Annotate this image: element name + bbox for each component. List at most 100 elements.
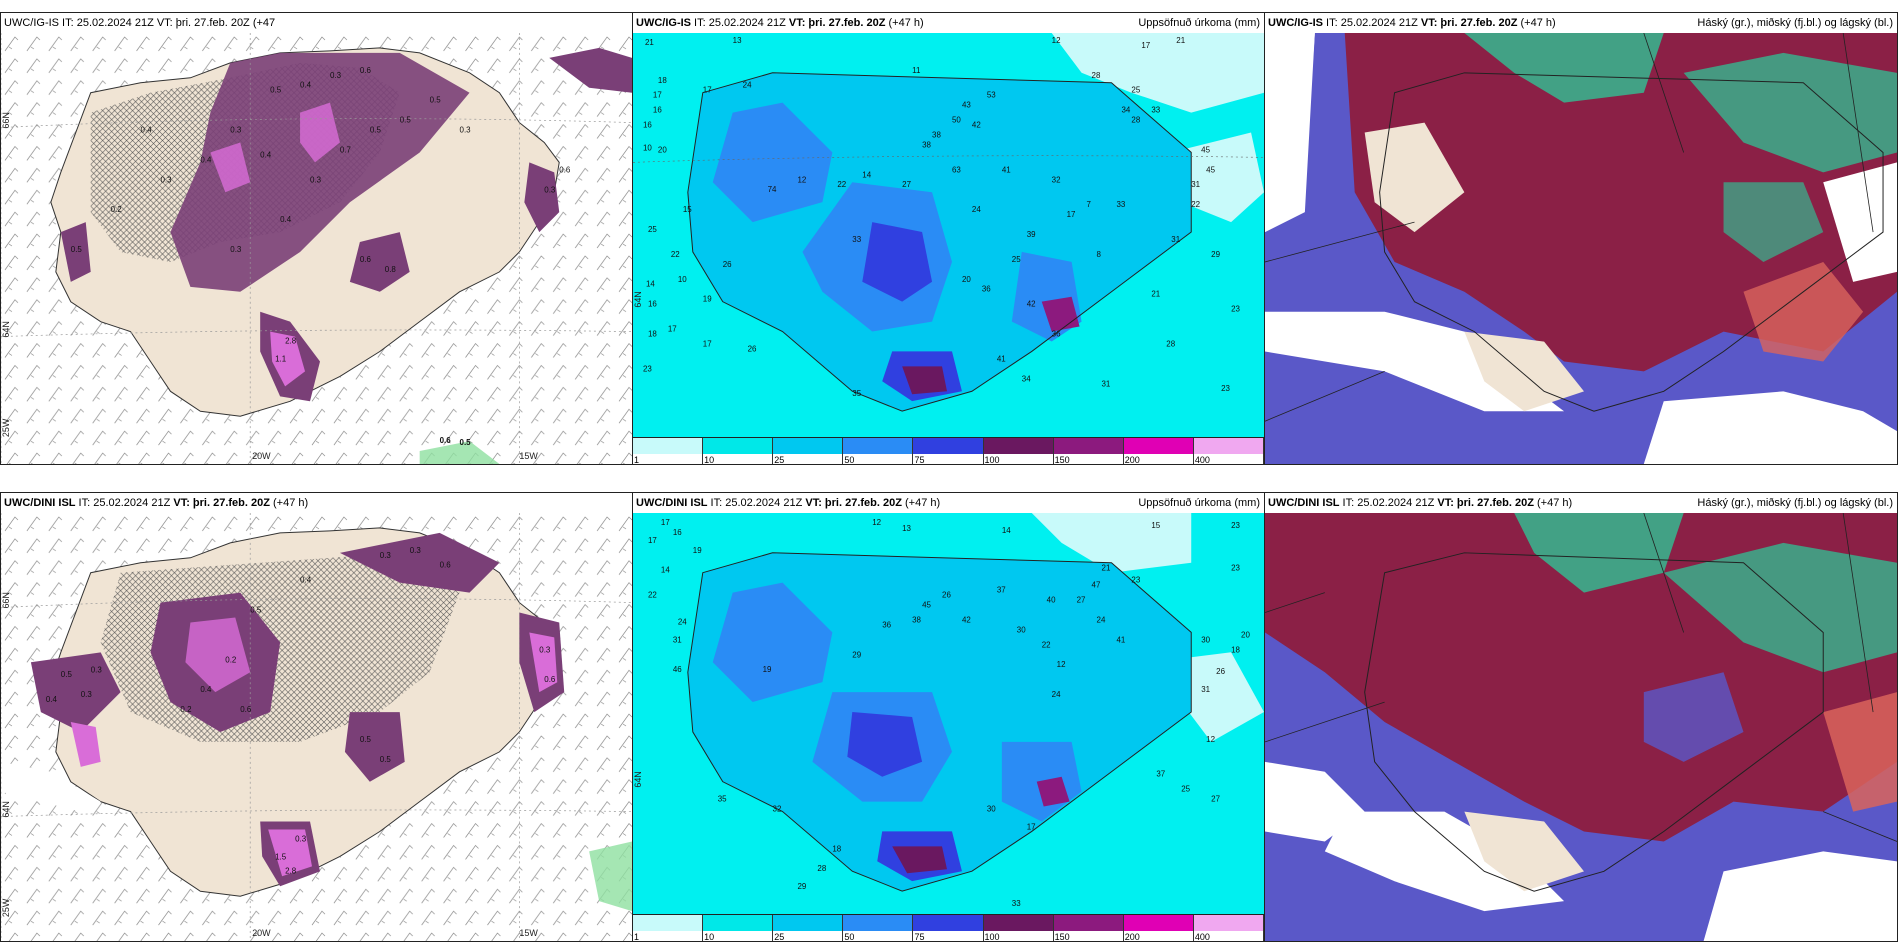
svg-text:23: 23	[1231, 564, 1240, 573]
lat-label: 64N	[633, 771, 643, 787]
cloud-map-area	[1265, 513, 1897, 941]
svg-text:24: 24	[1097, 615, 1106, 624]
legend-cell: 100	[983, 438, 1054, 464]
svg-text:0.2: 0.2	[111, 205, 123, 214]
svg-text:38: 38	[922, 140, 931, 149]
svg-text:17: 17	[1141, 41, 1150, 50]
legend-cell: 200	[1123, 915, 1194, 941]
svg-text:0.3: 0.3	[295, 834, 307, 843]
svg-text:46: 46	[673, 665, 682, 674]
svg-text:13: 13	[733, 36, 742, 45]
svg-text:21: 21	[1151, 290, 1160, 299]
svg-text:21: 21	[1102, 564, 1111, 573]
svg-text:14: 14	[646, 280, 655, 289]
svg-text:50: 50	[952, 116, 961, 125]
svg-text:19: 19	[693, 546, 702, 555]
svg-text:30: 30	[1017, 625, 1026, 634]
svg-text:14: 14	[661, 566, 670, 575]
svg-text:31: 31	[1201, 685, 1210, 694]
lat-label: 66N	[1, 112, 11, 128]
svg-text:1.5: 1.5	[275, 852, 287, 861]
svg-text:41: 41	[1116, 635, 1125, 644]
svg-text:28: 28	[1092, 71, 1101, 80]
svg-text:33: 33	[1012, 899, 1021, 908]
svg-text:41: 41	[1002, 165, 1011, 174]
svg-text:17: 17	[653, 91, 662, 100]
svg-text:14: 14	[1002, 526, 1011, 535]
snow-map-header: UWC/DINI ISL IT: 25.02.2024 21Z VT: þri.…	[1, 493, 632, 513]
svg-text:29: 29	[852, 650, 861, 659]
svg-text:23: 23	[643, 364, 652, 373]
snow-value-label: 0.5	[460, 438, 472, 447]
svg-text:24: 24	[972, 205, 981, 214]
snow-map-panel-top: UWC/IG-IS IT: 25.02.2024 21Z VT: þri. 27…	[0, 12, 633, 465]
svg-text:20: 20	[962, 275, 971, 284]
legend-cell: 10	[703, 438, 774, 464]
svg-text:15: 15	[1151, 521, 1160, 530]
svg-text:26: 26	[723, 260, 732, 269]
svg-text:24: 24	[743, 81, 752, 90]
svg-text:25: 25	[1181, 785, 1190, 794]
svg-text:2.8: 2.8	[285, 337, 297, 346]
valid-time: VT: þri. 27.feb. 20Z	[173, 497, 270, 509]
svg-text:0.3: 0.3	[410, 546, 422, 555]
svg-text:42: 42	[1027, 300, 1036, 309]
svg-text:74: 74	[768, 185, 777, 194]
svg-text:45: 45	[922, 601, 931, 610]
precip-map-header: UWC/DINI ISL IT: 25.02.2024 21Z VT: þri.…	[633, 493, 1264, 513]
svg-text:23: 23	[1221, 384, 1230, 393]
cloud-map-field-title: Háský (gr.), miðský (fj.bl.) og lágský (…	[1697, 497, 1893, 509]
svg-text:35: 35	[718, 795, 727, 804]
svg-text:31: 31	[1171, 235, 1180, 244]
snow-map-panel-bottom: UWC/DINI ISL IT: 25.02.2024 21Z VT: þri.…	[0, 492, 633, 942]
svg-text:0.5: 0.5	[430, 96, 442, 105]
svg-text:0.5: 0.5	[250, 606, 262, 615]
legend-cell: 400	[1193, 438, 1264, 464]
svg-text:0.3: 0.3	[160, 175, 172, 184]
lat-label: 25W	[1, 898, 11, 917]
snow-value-label: 0.6	[440, 436, 452, 445]
model-name: UWC/DINI ISL	[636, 497, 708, 509]
svg-text:21: 21	[645, 38, 654, 47]
svg-text:26: 26	[1216, 667, 1225, 676]
precip-map-header: UWC/IG-IS IT: 25.02.2024 21Z VT: þri. 27…	[633, 13, 1264, 33]
lon-label: 20W	[252, 928, 271, 938]
svg-text:22: 22	[1042, 640, 1051, 649]
svg-text:19: 19	[763, 665, 772, 674]
svg-text:36: 36	[1052, 330, 1061, 339]
snow-map-title: UWC/IG-IS IT: 25.02.2024 21Z VT: þri. 27…	[4, 17, 276, 29]
legend-cell: 10	[703, 915, 774, 941]
valid-time: VT: þri. 27.feb. 20Z	[1437, 497, 1534, 509]
svg-text:33: 33	[852, 235, 861, 244]
svg-text:22: 22	[1191, 200, 1200, 209]
lon-label: 15W	[519, 928, 538, 938]
legend-cell: 1	[633, 438, 704, 464]
svg-text:0.6: 0.6	[559, 165, 571, 174]
legend-cell: 75	[913, 438, 984, 464]
svg-text:0.5: 0.5	[380, 755, 392, 764]
svg-text:26: 26	[942, 591, 951, 600]
svg-text:0.3: 0.3	[230, 245, 242, 254]
svg-text:25: 25	[1131, 86, 1140, 95]
svg-text:16: 16	[653, 106, 662, 115]
precip-value-labels: 21 13 12 17 21 18 17 16 16 10 20 24 17 1…	[643, 36, 1241, 398]
svg-text:1.1: 1.1	[275, 354, 287, 363]
svg-text:21: 21	[1176, 36, 1185, 45]
svg-text:36: 36	[982, 285, 991, 294]
svg-text:31: 31	[1102, 379, 1111, 388]
cloud-map-header: UWC/DINI ISL IT: 25.02.2024 21Z VT: þri.…	[1265, 493, 1897, 513]
svg-text:47: 47	[1092, 581, 1101, 590]
svg-text:0.6: 0.6	[240, 705, 252, 714]
precip-map-area: 64N 21 13 12 17 21 18 17 16 16 10 20 24 …	[633, 33, 1264, 438]
svg-text:42: 42	[962, 615, 971, 624]
svg-text:17: 17	[1027, 822, 1036, 831]
svg-text:11: 11	[912, 66, 921, 75]
svg-text:41: 41	[997, 354, 1006, 363]
svg-text:25: 25	[1012, 255, 1021, 264]
svg-text:26: 26	[748, 344, 757, 353]
cloud-map-field-title: Háský (gr.), miðský (fj.bl.) og lágský (…	[1697, 17, 1893, 29]
svg-text:39: 39	[1027, 230, 1036, 239]
cloud-map-svg	[1265, 513, 1897, 941]
svg-text:0.5: 0.5	[270, 86, 282, 95]
svg-text:0.5: 0.5	[360, 735, 372, 744]
